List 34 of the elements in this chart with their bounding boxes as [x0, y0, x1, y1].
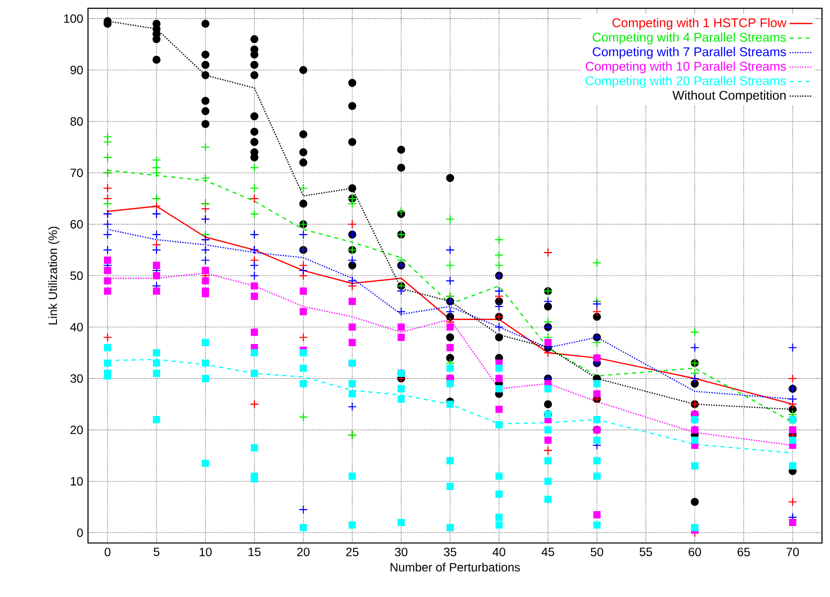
x-tick-label: 0 [104, 548, 110, 556]
y-tick-label: 40 [70, 322, 83, 332]
y-tick-label: 80 [70, 117, 83, 126]
x-tick-label: 70 [786, 548, 799, 556]
x-tick-label: 55 [640, 548, 652, 556]
y-tick-label: 70 [70, 168, 83, 178]
x-tick-label: 45 [542, 548, 554, 556]
x-tick-label: 15 [248, 548, 261, 556]
x-tick-label: 20 [297, 548, 310, 556]
y-tick-label: 100 [64, 14, 83, 23]
x-tick-label: 50 [590, 548, 604, 556]
x-tick-label: 65 [738, 548, 750, 556]
y-tick-label: 20 [70, 426, 83, 434]
y-tick-label: 30 [70, 374, 83, 383]
x-tick-label: 60 [688, 548, 701, 556]
x-tick-label: 35 [444, 548, 456, 556]
x-tick-label: 30 [394, 548, 408, 556]
legend-label: Competing with 4 Parallel Streams [592, 32, 786, 44]
x-tick-label: 25 [346, 548, 358, 556]
y-tick-label: 10 [70, 477, 83, 486]
legend-label: Competing with 7 Parallel Streams [592, 46, 786, 59]
y-tick-label: 90 [70, 66, 83, 74]
legend-label: Competing with 1 HSTCP Flow [612, 18, 786, 30]
legend-label: Competing with 20 Parallel Streams [586, 76, 786, 88]
y-tick-label: 50 [70, 271, 83, 280]
legend-label: Competing with 10 Parallel Streams [586, 61, 786, 74]
x-tick-label: 5 [154, 548, 160, 556]
y-axis-title: Link Utilization (%) [48, 226, 60, 324]
y-tick-label: 60 [70, 220, 83, 229]
x-tick-label: 10 [200, 548, 212, 556]
x-tick-label: 40 [492, 548, 506, 556]
legend-label: Without Competition [672, 90, 786, 102]
y-tick-label: 0 [77, 528, 83, 537]
x-axis-title: Number of Perturbations [390, 562, 520, 572]
